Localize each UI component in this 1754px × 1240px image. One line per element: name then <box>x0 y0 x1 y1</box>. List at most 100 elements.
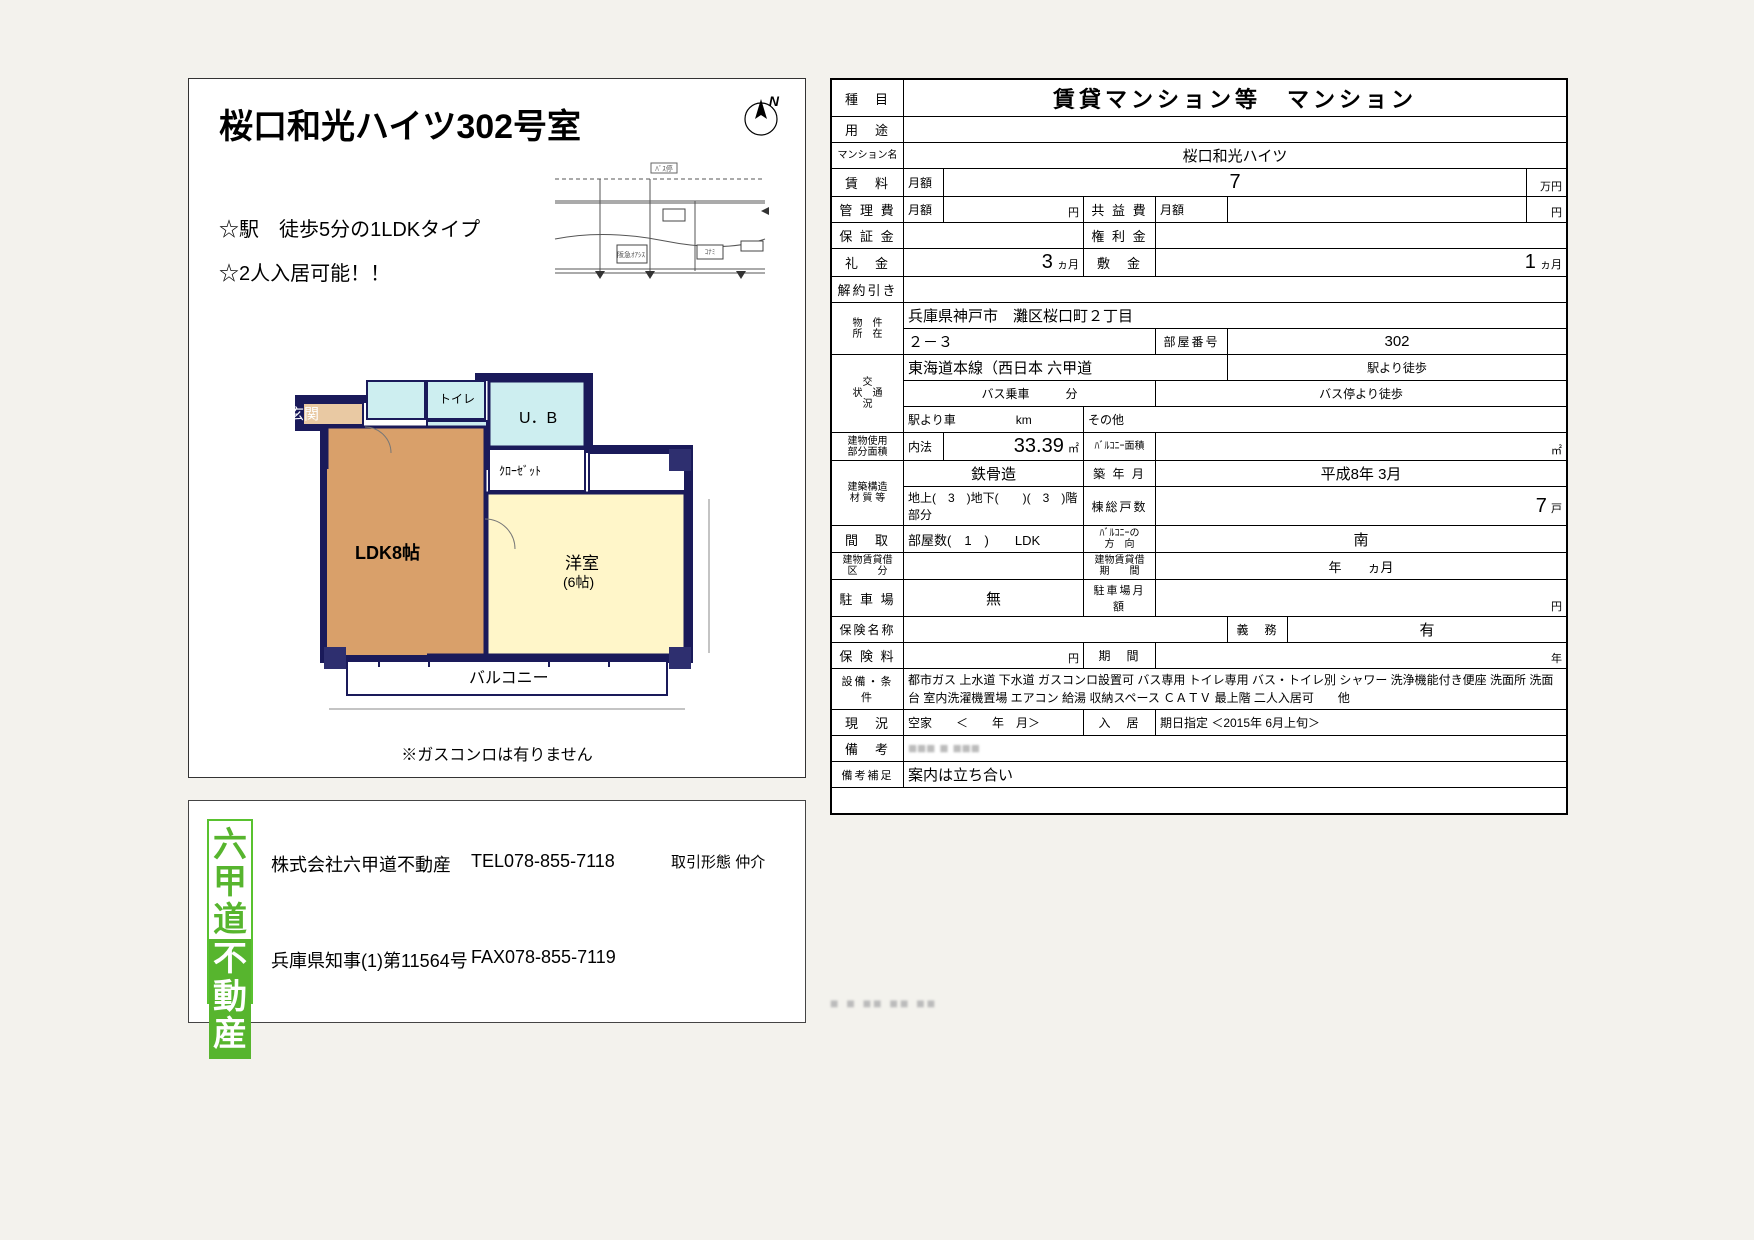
val-parking: 無 <box>904 580 1084 617</box>
unit-rei: ヵ月 <box>1057 259 1079 271</box>
lbl-addr: 物 件 所 在 <box>832 303 904 355</box>
svg-text:阪急ｵｱｼｽ: 阪急ｵｱｼｽ <box>617 250 645 259</box>
blank-area <box>832 788 1567 814</box>
logo-line-2: 不動産 <box>209 939 251 1059</box>
logo-line-1: 六甲道 <box>209 821 251 939</box>
lbl-common: 共 益 費 <box>1084 197 1156 223</box>
lbl-kaiyaku: 解約引き <box>832 277 904 303</box>
broker-license: 兵庫県知事(1)第11564号 <box>271 947 471 973</box>
fp-label-room: 洋室 <box>565 554 599 573</box>
val-addr2: ２－３ <box>904 329 1156 355</box>
lbl-lease: 建物賃貸借 区 分 <box>832 553 904 580</box>
location-minimap: ﾊﾞｽ停 阪急ｵｱｼｽ ｺﾅﾐ <box>545 159 775 289</box>
trade-type-value: 仲介 <box>735 854 765 871</box>
lbl-rent: 賃 料 <box>832 169 904 197</box>
broker-logo: 六甲道 不動産 <box>207 819 253 1004</box>
unit-shiki: ヵ月 <box>1540 259 1562 271</box>
unit-units: 戸 <box>1551 503 1562 515</box>
lbl-balc-dir: ﾊﾞﾙｺﾆｰの 方 向 <box>1084 526 1156 553</box>
unit-mgmt: 円 <box>944 197 1084 223</box>
broker-company: 株式会社六甲道不動産 <box>271 851 471 877</box>
flyer-panel: 桜口和光ハイツ302号室 N ☆駅 徒歩5分の1LDKタイプ ☆2人入居可能！！ <box>188 78 806 778</box>
lbl-ins-period: 期 間 <box>1084 643 1156 669</box>
lbl-mgmt: 管 理 費 <box>832 197 904 223</box>
lbl-deposit: 保 証 金 <box>832 223 904 249</box>
lbl-built: 築 年 月 <box>1084 461 1156 487</box>
trade-type-label: 取引形態 <box>671 854 731 871</box>
val-car: 駅より車 km <box>904 407 1084 433</box>
compass-icon: N <box>741 97 781 137</box>
lbl-roomno: 部屋番号 <box>1156 329 1228 355</box>
val-type: 賃貸マンション等 マンション <box>904 80 1567 117</box>
lbl-type: 種 目 <box>832 80 904 117</box>
lbl-balc-area: ﾊﾞﾙｺﾆｰ面積 <box>1084 433 1156 461</box>
unit-area: ㎡ <box>1068 443 1079 455</box>
val-floors: 地上( 3 )地下( )( 3 )階部分 <box>904 487 1084 526</box>
fp-label-closet: ｸﾛｰｾﾞｯﾄ <box>499 464 541 478</box>
val-other: その他 <box>1084 407 1567 433</box>
spec-table: 種 目 賃貸マンション等 マンション 用 途 マンション名 桜口和光ハイツ 賃 … <box>830 78 1568 815</box>
lbl-remarks-sup: 備考補足 <box>832 762 904 788</box>
unit-common: 円 <box>1527 197 1567 223</box>
lbl-kenri: 権 利 金 <box>1084 223 1156 249</box>
lbl-area: 建物使用 部分面積 <box>832 433 904 461</box>
val-movein: 期日指定 ＜2015年 6月上旬＞ <box>1156 710 1567 736</box>
fp-label-ub: U．B <box>519 410 557 427</box>
svg-text:ｺﾅﾐ: ｺﾅﾐ <box>705 248 716 256</box>
val-ins-duty: 有 <box>1288 617 1567 643</box>
broker-tel: TEL078-855-7118 <box>471 851 671 877</box>
lbl-layout: 間 取 <box>832 526 904 553</box>
lbl-lease-period: 建物賃貸借 期 間 <box>1084 553 1156 580</box>
lbl-movein: 入 居 <box>1084 710 1156 736</box>
footer-smudge: ■ ■ ■■ ■■ ■■ <box>830 995 937 1011</box>
fp-label-toilet: トイレ <box>439 392 475 406</box>
val-layout: 部屋数( 1 ) LDK <box>904 526 1084 553</box>
lbl-area-sub: 内法 <box>904 433 944 461</box>
val-shiki: 1 <box>1525 251 1536 273</box>
broker-fax: FAX078-855-7119 <box>471 947 671 973</box>
val-balc-dir: 南 <box>1156 526 1567 553</box>
lbl-status: 現 況 <box>832 710 904 736</box>
lbl-walk: 駅より徒歩 <box>1228 355 1567 381</box>
unit-parking: 円 <box>1156 580 1567 617</box>
flyer-title: 桜口和光ハイツ302号室 <box>219 99 775 148</box>
lbl-remarks: 備 考 <box>832 736 904 762</box>
val-addr1: 兵庫県神戸市 灘区桜口町２丁目 <box>904 303 1567 329</box>
lbl-rei: 礼 金 <box>832 249 904 277</box>
fp-label-room-sub: (6帖) <box>563 574 594 590</box>
val-bus1: バス乗車 分 <box>904 381 1156 407</box>
floorplan-note: ※ガスコンロは有りません <box>189 741 805 765</box>
broker-box: 六甲道 不動産 株式会社六甲道不動産 TEL078-855-7118 取引形態 … <box>188 800 806 1023</box>
val-equip: 都市ガス 上水道 下水道 ガスコンロ設置可 バス専用 トイレ専用 バス・トイレ別… <box>904 669 1567 710</box>
lbl-ins-name: 保険名称 <box>832 617 904 643</box>
lbl-rent-sub: 月額 <box>904 169 944 197</box>
unit-balc-area: ㎡ <box>1156 433 1567 461</box>
val-area: 33.39 <box>1014 435 1064 457</box>
lbl-parking-fee: 駐車場月額 <box>1084 580 1156 617</box>
val-rent: 7 <box>944 169 1527 197</box>
val-access1: 東海道本線（西日本 六甲道 <box>904 355 1228 381</box>
lbl-ins-duty: 義 務 <box>1228 617 1288 643</box>
val-use <box>904 117 1567 143</box>
lbl-equip: 設備・条件 <box>832 669 904 710</box>
lbl-shiki: 敷 金 <box>1084 249 1156 277</box>
svg-text:ﾊﾞｽ停: ﾊﾞｽ停 <box>655 164 673 173</box>
unit-rent: 万円 <box>1527 169 1567 197</box>
lbl-struct: 建築構造 材 質 等 <box>832 461 904 526</box>
floorplan-diagram: 玄関 トイレ U．B 洗面所 ｸﾛｰｾﾞｯﾄ LDK8帖 洋室 <box>269 369 719 729</box>
lbl-name: マンション名 <box>832 143 904 169</box>
lbl-access: 交 状 通 況 <box>832 355 904 433</box>
val-roomno: 302 <box>1228 329 1567 355</box>
lbl-parking: 駐 車 場 <box>832 580 904 617</box>
lbl-units: 棟総戸数 <box>1084 487 1156 526</box>
fp-label-balcony: バルコニー <box>469 670 549 687</box>
fp-label-genkan: 玄関 <box>289 406 319 423</box>
val-bus2: バス停より徒歩 <box>1156 381 1567 407</box>
unit-ins-period: 年 <box>1156 643 1567 669</box>
val-built: 平成8年 3月 <box>1156 461 1567 487</box>
lbl-ins-fee: 保 険 料 <box>832 643 904 669</box>
val-status: 空家 ＜ 年 月＞ <box>904 710 1084 736</box>
lbl-common-sub: 月額 <box>1156 197 1228 223</box>
val-units: 7 <box>1536 495 1547 517</box>
val-remarks-sup: 案内は立ち合い <box>904 762 1567 788</box>
